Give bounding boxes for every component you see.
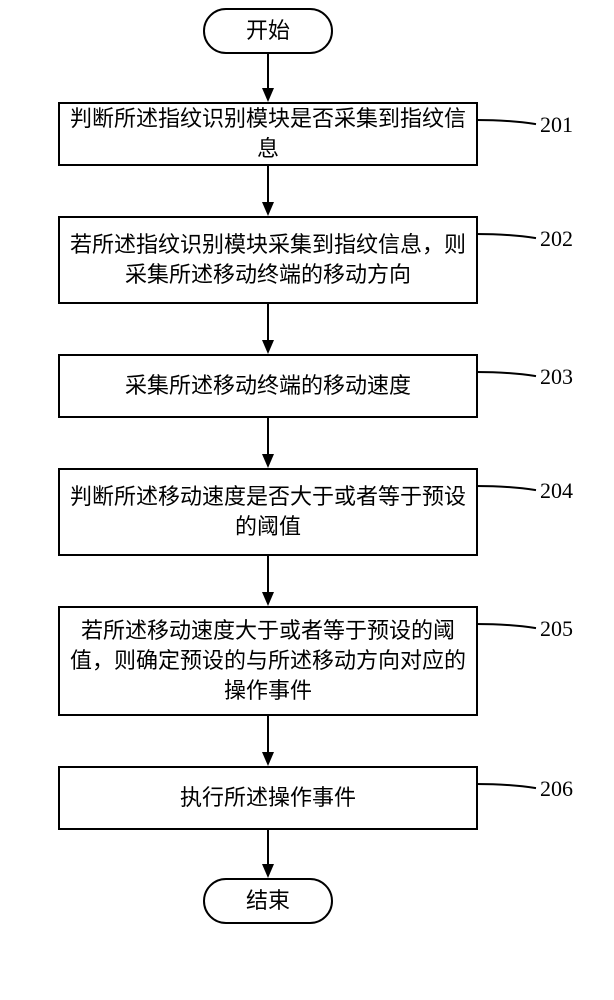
process-step-202: 若所述指纹识别模块采集到指纹信息，则采集所述移动终端的移动方向 <box>58 216 478 304</box>
terminator-start: 开始 <box>203 8 333 54</box>
flowchart-canvas: 开始 判断所述指纹识别模块是否采集到指纹信息 201 若所述指纹识别模块采集到指… <box>0 0 614 1000</box>
process-step-204-text: 判断所述移动速度是否大于或者等于预设的阈值 <box>70 482 466 541</box>
process-step-203-text: 采集所述移动终端的移动速度 <box>125 371 411 401</box>
step-number-201: 201 <box>540 112 573 138</box>
step-number-202: 202 <box>540 226 573 252</box>
terminator-end-label: 结束 <box>246 886 290 916</box>
step-number-205: 205 <box>540 616 573 642</box>
process-step-205-text: 若所述移动速度大于或者等于预设的阈值，则确定预设的与所述移动方向对应的操作事件 <box>70 616 466 705</box>
process-step-206-text: 执行所述操作事件 <box>180 783 356 813</box>
process-step-203: 采集所述移动终端的移动速度 <box>58 354 478 418</box>
terminator-end: 结束 <box>203 878 333 924</box>
step-number-204: 204 <box>540 478 573 504</box>
process-step-206: 执行所述操作事件 <box>58 766 478 830</box>
step-number-203: 203 <box>540 364 573 390</box>
process-step-201: 判断所述指纹识别模块是否采集到指纹信息 <box>58 102 478 166</box>
terminator-start-label: 开始 <box>246 16 290 46</box>
process-step-205: 若所述移动速度大于或者等于预设的阈值，则确定预设的与所述移动方向对应的操作事件 <box>58 606 478 716</box>
step-number-206: 206 <box>540 776 573 802</box>
process-step-204: 判断所述移动速度是否大于或者等于预设的阈值 <box>58 468 478 556</box>
process-step-202-text: 若所述指纹识别模块采集到指纹信息，则采集所述移动终端的移动方向 <box>70 230 466 289</box>
process-step-201-text: 判断所述指纹识别模块是否采集到指纹信息 <box>70 104 466 163</box>
